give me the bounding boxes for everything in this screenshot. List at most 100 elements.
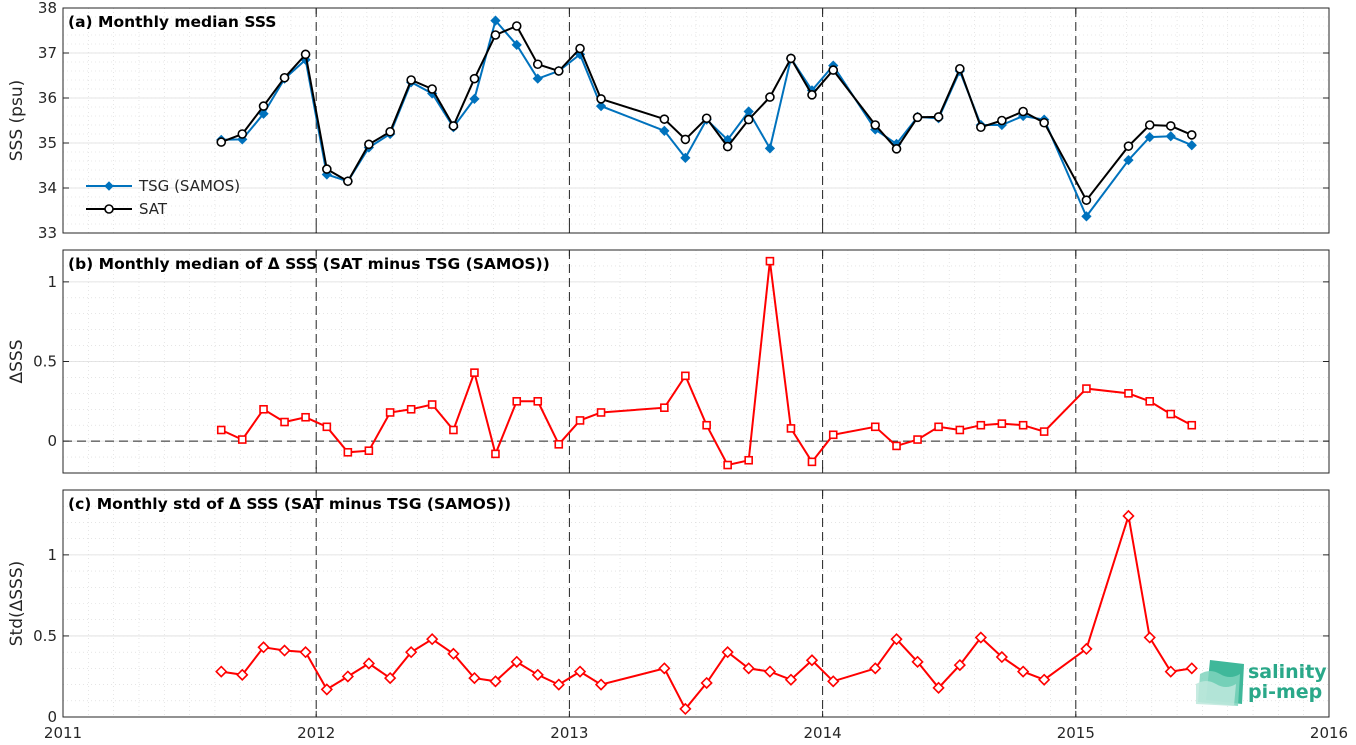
data-point bbox=[807, 90, 817, 100]
data-point bbox=[449, 425, 458, 435]
data-point bbox=[301, 412, 310, 422]
data-point bbox=[997, 419, 1007, 428]
data-point bbox=[257, 641, 270, 654]
data-point bbox=[364, 139, 374, 150]
x-tick-label: 2011 bbox=[44, 724, 82, 742]
y-tick-label: 1 bbox=[47, 273, 57, 291]
series-delta bbox=[216, 256, 1197, 470]
data-point bbox=[722, 141, 733, 152]
y-tick-label: 0.5 bbox=[33, 627, 57, 645]
data-point bbox=[892, 441, 901, 451]
major-grid bbox=[63, 250, 1329, 473]
data-point bbox=[299, 646, 312, 659]
series-sat bbox=[216, 21, 1197, 205]
data-point bbox=[1082, 384, 1091, 393]
data-point bbox=[510, 655, 523, 669]
data-point bbox=[953, 658, 966, 672]
data-point bbox=[805, 654, 819, 667]
data-point bbox=[658, 662, 671, 675]
series-delta bbox=[215, 509, 1198, 716]
data-point bbox=[660, 403, 669, 412]
data-point bbox=[490, 15, 501, 26]
data-point bbox=[955, 425, 965, 435]
data-point bbox=[573, 665, 587, 678]
data-point bbox=[469, 73, 480, 84]
panel-b: 0 0.5 1 ΔSSS (b) Monthly median of Δ SSS (SA… bbox=[7, 249, 1330, 474]
data-point bbox=[1165, 131, 1176, 142]
data-point bbox=[870, 120, 881, 130]
data-point bbox=[258, 101, 269, 111]
data-point bbox=[680, 134, 691, 145]
data-point bbox=[1185, 662, 1198, 675]
salinity-pi-mep-logo: salinity pi-mep bbox=[1196, 660, 1327, 706]
data-point bbox=[827, 675, 840, 688]
data-point bbox=[976, 122, 986, 133]
data-point bbox=[216, 137, 227, 147]
data-point bbox=[512, 397, 522, 406]
data-point bbox=[1186, 130, 1197, 140]
data-point bbox=[1143, 631, 1156, 644]
data-point bbox=[891, 144, 902, 154]
data-point bbox=[701, 113, 712, 124]
data-point bbox=[470, 368, 479, 377]
data-point bbox=[427, 84, 437, 94]
data-point bbox=[1080, 642, 1093, 656]
y-tick-label: 36 bbox=[38, 89, 57, 107]
data-point bbox=[869, 662, 882, 675]
data-point bbox=[405, 646, 418, 659]
data-point bbox=[384, 671, 397, 685]
data-point bbox=[913, 435, 922, 444]
data-point bbox=[237, 129, 248, 139]
data-point bbox=[491, 449, 500, 459]
y-tick-label: 0 bbox=[47, 708, 57, 726]
data-point bbox=[744, 455, 753, 465]
x-tick-label: 2016 bbox=[1310, 724, 1348, 742]
data-point bbox=[743, 114, 754, 125]
data-point bbox=[236, 668, 249, 681]
data-point bbox=[681, 371, 690, 381]
data-point bbox=[469, 93, 480, 105]
data-point bbox=[596, 94, 606, 104]
data-point bbox=[1081, 195, 1092, 205]
data-point bbox=[594, 678, 608, 691]
data-point bbox=[1122, 509, 1135, 523]
data-point bbox=[300, 49, 311, 60]
data-point bbox=[1123, 154, 1134, 166]
data-point bbox=[532, 59, 543, 70]
data-point bbox=[489, 675, 502, 688]
data-point bbox=[278, 644, 291, 657]
data-point bbox=[934, 422, 943, 432]
data-point bbox=[447, 647, 460, 660]
data-point bbox=[385, 126, 395, 137]
data-point bbox=[1018, 420, 1028, 430]
data-point bbox=[786, 53, 796, 64]
data-point bbox=[1165, 121, 1176, 131]
y-tick-label: 33 bbox=[38, 224, 57, 242]
data-point bbox=[1124, 389, 1133, 398]
data-point bbox=[1039, 117, 1049, 128]
data-point bbox=[406, 75, 416, 85]
data-point bbox=[215, 665, 228, 678]
y-tick-label: 34 bbox=[38, 179, 57, 197]
data-point bbox=[680, 152, 691, 163]
y-axis-label: SSS (psu) bbox=[7, 80, 27, 161]
data-point bbox=[723, 460, 732, 470]
data-point bbox=[807, 457, 817, 467]
data-point bbox=[765, 92, 775, 102]
data-point bbox=[259, 404, 268, 414]
data-point bbox=[237, 435, 247, 444]
panel-a: 33 34 35 36 37 38 SSS (psu) (a) Monthly median … bbox=[7, 0, 1330, 242]
data-point bbox=[1038, 673, 1051, 686]
data-point bbox=[1018, 106, 1028, 117]
data-point bbox=[320, 683, 333, 696]
data-point bbox=[659, 114, 670, 124]
data-point bbox=[786, 424, 796, 433]
data-point bbox=[532, 73, 543, 84]
data-point bbox=[763, 665, 777, 678]
data-point bbox=[1145, 397, 1155, 406]
data-point bbox=[552, 678, 565, 691]
y-tick-label: 1 bbox=[47, 546, 57, 564]
data-point bbox=[322, 422, 332, 432]
data-point bbox=[1123, 141, 1134, 151]
